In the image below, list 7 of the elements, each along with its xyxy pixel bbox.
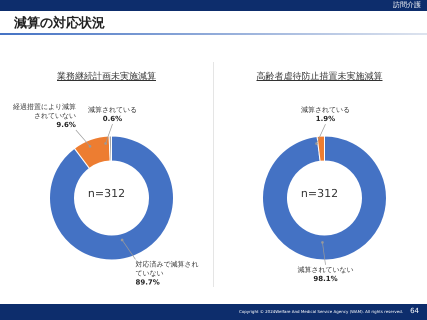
text: n=312 [88,187,126,200]
chart-title: 高齢者虐待防止措置未実施減算 [256,70,384,83]
text: 減算の対応状況 [14,14,105,32]
donut-slice [262,136,387,260]
chart-title: 業務継続計画未実施減算 [56,70,157,83]
text: n=312 [300,187,338,200]
donut-slice [49,136,174,260]
